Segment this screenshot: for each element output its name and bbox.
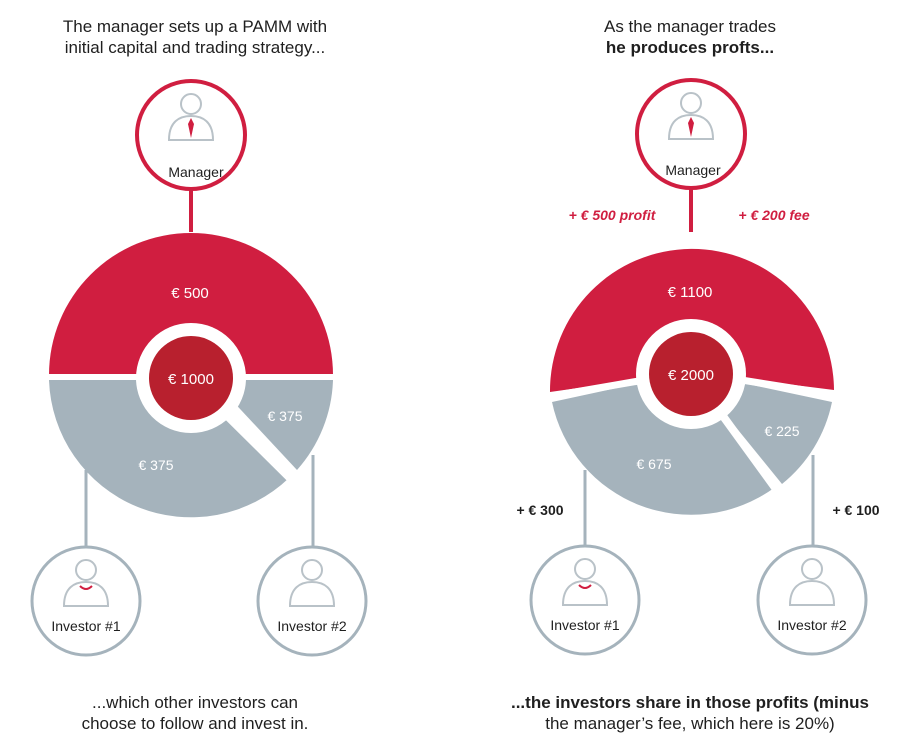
left-investor1-icon (63, 559, 109, 607)
right-manager-label: Manager (665, 162, 721, 178)
right-bottom-caption-line2: the manager’s fee, which here is 20%) (545, 714, 835, 733)
right-total-label: € 2000 (668, 367, 714, 384)
left-investor1-label: Investor #1 (51, 618, 120, 634)
left-total-circle (149, 336, 233, 420)
right-investor1-node (529, 544, 641, 656)
right-top-caption-line2: he produces profts... (605, 38, 775, 57)
right-fee-label: + € 200 fee (738, 207, 809, 223)
right-total-circle (649, 332, 733, 416)
right-top-caption-line1: As the manager trades (604, 17, 776, 36)
right-investor2-gain: + € 100 (832, 502, 879, 518)
right-bottom-caption-line1: ...the investors share in those profits … (510, 693, 869, 712)
left-manager-label: Manager (168, 164, 224, 180)
left-top-caption-line1: The manager sets up a PAMM with (62, 17, 328, 36)
left-investor2-slice-label: € 375 (267, 408, 302, 424)
right-investor2-label: Investor #2 (777, 617, 846, 633)
left-bottom-caption-line1: ...which other investors can (92, 693, 298, 712)
left-top-caption: The manager sets up a PAMM with initial … (20, 16, 370, 58)
left-investor1-slice (49, 380, 289, 518)
right-profit-label: + € 500 profit (569, 207, 657, 223)
left-investor2-label: Investor #2 (277, 618, 346, 634)
right-investor1-slice (552, 372, 774, 515)
right-investor2-node (756, 544, 868, 656)
right-investor2-slice-label: € 225 (764, 423, 799, 439)
right-investor1-icon (562, 558, 608, 606)
left-total-label: € 1000 (168, 371, 214, 388)
right-investor1-gain: + € 300 (516, 502, 563, 518)
right-diagram: € 2000 € 1100 € 675 € 225 Manager + € 50… (516, 78, 880, 656)
left-diagram: € 1000 € 500 € 375 € 375 Manager Investo… (30, 79, 368, 657)
right-manager-slice-label: € 1100 (668, 284, 713, 301)
left-manager-slice (49, 233, 333, 375)
left-bottom-caption-line2: choose to follow and invest in. (81, 714, 309, 733)
right-investor1-slice-label: € 675 (636, 456, 671, 472)
left-manager-icon (168, 93, 214, 141)
right-manager-icon (668, 92, 714, 140)
left-bottom-caption: ...which other investors can choose to f… (20, 692, 370, 734)
left-investor2-node (256, 545, 368, 657)
right-top-caption: As the manager trades he produces profts… (520, 16, 860, 58)
left-investor2-slice (213, 380, 333, 470)
left-investor1-node (30, 545, 142, 657)
right-investor1-label: Investor #1 (550, 617, 619, 633)
left-investor1-slice-label: € 375 (138, 457, 173, 473)
left-manager-slice-label: € 500 (171, 285, 209, 302)
right-bottom-caption: ...the investors share in those profits … (485, 692, 895, 734)
left-top-caption-line2: initial capital and trading strategy... (64, 38, 326, 57)
